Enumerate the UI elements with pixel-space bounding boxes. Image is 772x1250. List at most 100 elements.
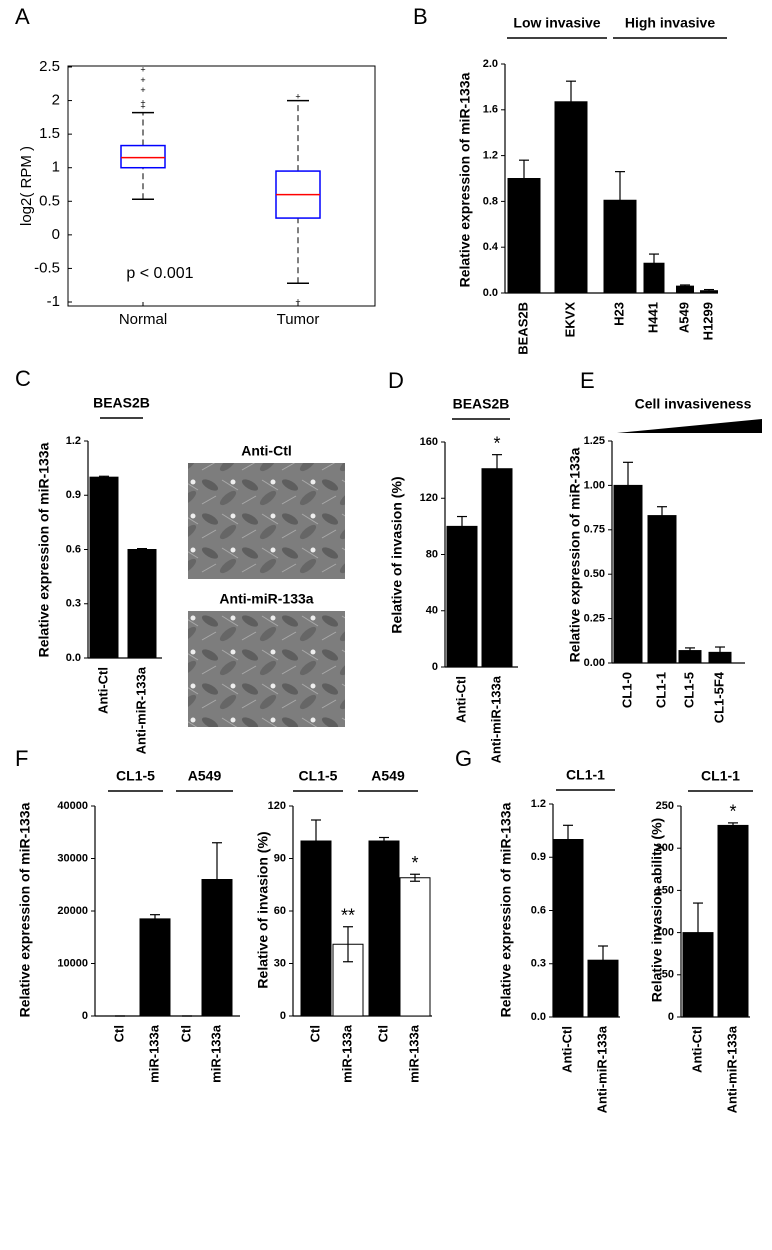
y-axis-label: Relative expression of miR-133a <box>498 802 514 1017</box>
y-tick-label: 0.6 <box>531 904 546 916</box>
y-tick-label: 30000 <box>57 852 88 864</box>
y-tick-label: 0.0 <box>531 1011 546 1023</box>
group-label: CL1-1 <box>701 768 740 784</box>
bar <box>613 484 643 664</box>
panel-letter: C <box>15 366 31 391</box>
image-label: Anti-Ctl <box>241 443 292 459</box>
bar <box>446 525 478 668</box>
y-tick-label: 0 <box>668 1011 674 1023</box>
significance: * <box>729 802 736 822</box>
x-tick-label: Anti-miR-133a <box>724 1025 739 1113</box>
y-tick-label: 1.2 <box>66 435 81 447</box>
bar <box>368 840 400 1017</box>
x-tick-label: Normal <box>119 311 167 328</box>
y-tick-label: 150 <box>656 884 674 896</box>
panel-letter: A <box>15 4 30 29</box>
x-tick-label: Ctl <box>178 1025 193 1042</box>
panel-letter: E <box>580 368 595 393</box>
panel-letter: F <box>15 746 28 771</box>
bar <box>682 932 714 1018</box>
y-tick-label: 0 <box>280 1010 286 1022</box>
bar <box>717 824 749 1018</box>
flier: + <box>140 102 145 112</box>
y-axis-label: Relative invasion ability (%) <box>649 818 665 1002</box>
x-tick-label: Anti-miR-133a <box>488 675 503 763</box>
y-tick-label: 2.0 <box>483 58 498 70</box>
group-label: A549 <box>371 768 405 784</box>
y-tick-label: -1 <box>47 293 60 310</box>
micrograph <box>188 611 345 727</box>
header: Cell invasiveness <box>635 396 752 412</box>
flier: + <box>140 85 145 95</box>
x-tick-label: Anti-Ctl <box>689 1026 704 1073</box>
y-axis-label: Relative of invasion (%) <box>389 476 405 633</box>
y-tick-label: 0.3 <box>66 598 81 610</box>
x-tick-label: H1299 <box>700 302 715 340</box>
y-tick-label: 10000 <box>57 957 88 969</box>
y-tick-label: 0.8 <box>483 195 498 207</box>
x-tick-label: miR-133a <box>339 1024 354 1083</box>
x-tick-label: Tumor <box>277 311 320 328</box>
x-tick-label: CL1-5F4 <box>711 671 726 723</box>
y-tick-label: 120 <box>268 800 286 812</box>
bar <box>554 101 588 294</box>
y-tick-label: 0.0 <box>66 652 81 664</box>
panel-letter: B <box>413 4 428 29</box>
x-tick-label: Ctl <box>375 1025 390 1042</box>
y-tick-label: 0.5 <box>39 192 60 209</box>
flier: + <box>140 98 145 108</box>
x-tick-label: A549 <box>676 302 691 333</box>
y-tick-label: 1.25 <box>584 435 605 447</box>
bar <box>89 476 119 659</box>
bar <box>552 839 584 1018</box>
group-label: BEAS2B <box>453 396 510 412</box>
y-tick-label: 200 <box>656 842 674 854</box>
y-tick-label: 50 <box>662 969 674 981</box>
group-label: Low invasive <box>513 15 600 31</box>
bar <box>507 178 541 294</box>
y-tick-label: 1.00 <box>584 479 605 491</box>
x-tick-label: miR-133a <box>208 1024 223 1083</box>
x-tick-label: BEAS2B <box>515 302 530 355</box>
y-tick-label: 30 <box>274 957 286 969</box>
y-tick-label: 0.4 <box>483 241 499 253</box>
y-tick-label: 250 <box>656 800 674 812</box>
y-tick-label: 40 <box>426 605 438 617</box>
plot-frame <box>67 65 376 307</box>
significance: * <box>411 853 418 873</box>
y-tick-label: 0.25 <box>584 613 605 625</box>
y-tick-label: 100 <box>656 927 674 939</box>
y-axis-label: Relative expression of miR-133a <box>17 802 33 1017</box>
group-label: BEAS2B <box>93 395 150 411</box>
group-label: CL1-5 <box>299 768 338 784</box>
y-tick-label: 1 <box>52 159 60 176</box>
significance: * <box>493 433 500 453</box>
x-tick-label: Anti-miR-133a <box>133 666 148 754</box>
y-tick-label: 1.6 <box>483 104 498 116</box>
x-tick-label: CL1-1 <box>653 672 668 708</box>
y-tick-label: 0.9 <box>66 489 81 501</box>
y-tick-label: 20000 <box>57 905 88 917</box>
y-tick-label: 0 <box>52 226 60 243</box>
y-tick-label: 0.0 <box>483 287 498 299</box>
y-tick-label: 2 <box>52 92 60 109</box>
y-tick-label: 1.2 <box>531 798 546 810</box>
bar <box>481 468 513 668</box>
flier: + <box>295 296 300 306</box>
micrograph <box>188 463 345 579</box>
box <box>120 144 166 169</box>
annotation: p < 0.001 <box>126 265 193 282</box>
y-axis-label: Relative expression of miR-133a <box>567 447 583 662</box>
group-label: CL1-5 <box>116 768 155 784</box>
y-tick-label: 0.00 <box>584 657 605 669</box>
group-label: A549 <box>188 768 222 784</box>
x-tick-label: Ctl <box>307 1025 322 1042</box>
x-tick-label: Anti-Ctl <box>95 667 110 714</box>
x-tick-label: miR-133a <box>146 1024 161 1083</box>
y-tick-label: 1.5 <box>39 125 60 142</box>
y-tick-label: 60 <box>274 905 286 917</box>
y-tick-label: 0.9 <box>531 851 546 863</box>
y-tick-label: -0.5 <box>34 259 60 276</box>
bar <box>127 549 157 659</box>
